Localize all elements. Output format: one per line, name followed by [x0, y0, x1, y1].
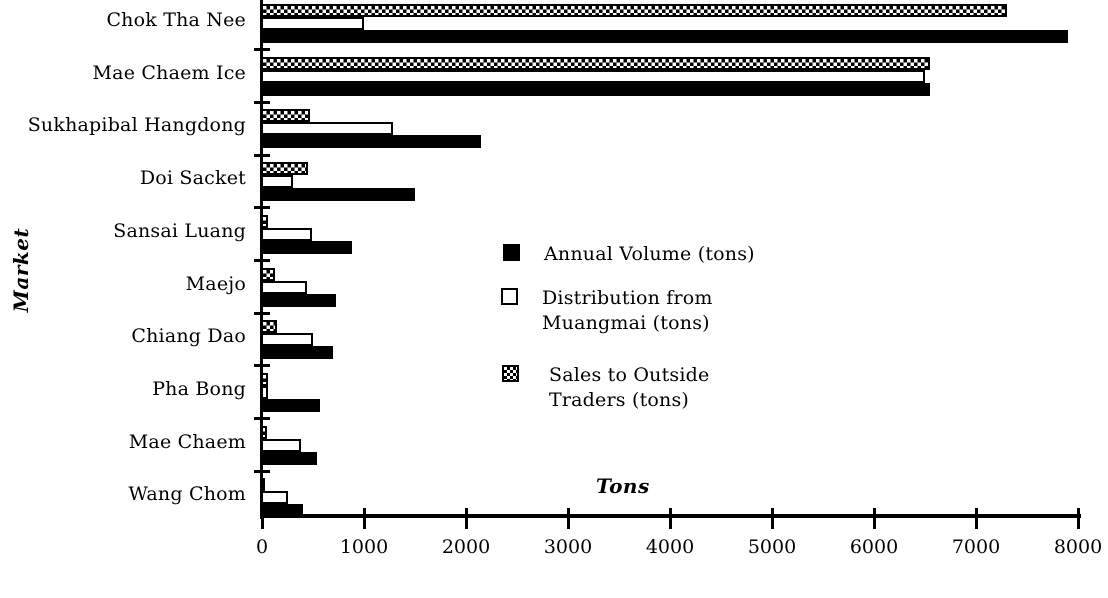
white-square-icon — [501, 288, 518, 305]
y-axis-title: Market — [9, 227, 33, 313]
x-axis-tick — [872, 508, 876, 529]
category-label: Chok Tha Nee — [106, 9, 246, 31]
bar-distribution-from-muangmai — [261, 438, 301, 452]
bar-distribution-from-muangmai — [261, 175, 293, 189]
legend-label-line2: Muangmai (tons) — [542, 312, 710, 334]
bar-annual-volume — [261, 188, 415, 202]
category-label: Maejo — [185, 272, 246, 295]
bar-annual-volume — [261, 240, 352, 254]
bar-annual-volume — [261, 30, 1068, 43]
category-label: Doi Sacket — [139, 167, 246, 190]
x-axis-tick-label: 7000 — [951, 536, 1001, 558]
bar-sales-to-outside-traders — [261, 320, 278, 334]
bar-annual-volume — [261, 293, 337, 307]
bar-distribution-from-muangmai — [261, 17, 364, 30]
x-axis-tick-label: 8000 — [1053, 536, 1103, 558]
x-axis-tick — [362, 508, 366, 529]
legend-item-annual-volume: Annual Volume (tons) — [503, 242, 755, 267]
x-axis-tick-label: 4000 — [645, 536, 695, 558]
category-label: Pha Bong — [152, 377, 246, 400]
category-label: Wang Chom — [128, 483, 246, 506]
bar-distribution-from-muangmai — [261, 333, 313, 347]
x-axis-tick-label: 3000 — [543, 536, 593, 558]
bar-sales-to-outside-traders — [261, 267, 276, 281]
bar-sales-to-outside-traders — [261, 162, 308, 176]
category-label: Mae Chaem — [128, 430, 246, 453]
bar-annual-volume — [261, 135, 482, 149]
x-axis-tick — [566, 508, 570, 529]
x-axis-tick — [668, 508, 672, 529]
x-axis-tick-label: 5000 — [747, 536, 797, 558]
category-label: Sansai Luang — [113, 219, 246, 242]
legend-item-distribution: Distribution from Muangmai (tons) — [501, 286, 713, 336]
x-axis-tick — [770, 508, 774, 529]
category-label: Chiang Dao — [131, 325, 246, 348]
y-axis-line — [260, 0, 263, 519]
bar-annual-volume — [261, 346, 334, 360]
bar-sales-to-outside-traders — [261, 4, 1007, 17]
x-axis-tick-label: 2000 — [441, 536, 491, 558]
x-axis-tick — [974, 508, 978, 529]
category-label: Sukhapibal Hangdong — [27, 114, 246, 137]
legend-label-line2: Traders (tons) — [549, 389, 690, 411]
bar-sales-to-outside-traders — [261, 109, 310, 123]
x-axis-tick-label: 6000 — [849, 536, 899, 558]
legend-item-sales-outside: Sales to Outside Traders (tons) — [502, 363, 709, 413]
legend-label: Distribution from Muangmai (tons) — [542, 286, 713, 336]
legend-label-line1: Sales to Outside — [549, 364, 710, 386]
legend-label: Annual Volume (tons) — [544, 242, 755, 267]
bar-distribution-from-muangmai — [261, 122, 393, 136]
x-axis-line — [260, 514, 1081, 518]
bar-annual-volume — [261, 398, 321, 412]
category-label: Mae Chaem Ice — [92, 61, 246, 84]
legend-label-line1: Annual Volume (tons) — [544, 243, 755, 265]
x-axis-tick-label: 0 — [255, 536, 269, 558]
x-axis-tick — [464, 508, 468, 529]
checkered-square-icon — [502, 365, 519, 382]
x-axis-tick-label: 1000 — [339, 536, 389, 558]
bar-annual-volume — [261, 82, 931, 96]
bar-distribution-from-muangmai — [261, 491, 288, 505]
black-square-icon — [503, 244, 520, 261]
bar-distribution-from-muangmai — [261, 69, 925, 83]
bar-distribution-from-muangmai — [261, 227, 312, 241]
legend-label-line1: Distribution from — [542, 287, 713, 309]
bar-distribution-from-muangmai — [261, 280, 307, 294]
legend-label: Sales to Outside Traders (tons) — [549, 363, 709, 413]
bar-annual-volume — [261, 451, 318, 465]
bar-sales-to-outside-traders — [261, 56, 931, 70]
x-axis-title: Tons — [596, 474, 650, 498]
x-axis-tick — [1076, 508, 1080, 529]
